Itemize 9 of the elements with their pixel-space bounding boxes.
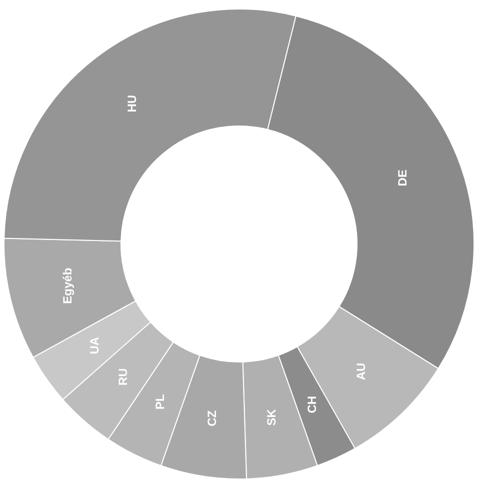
slice-label: RU [116,368,130,386]
slice-label: CZ [205,410,220,426]
slice-label: HU [125,94,140,112]
slice-label: AU [354,362,368,380]
slice-label: Egyéb [60,268,75,304]
slice-label: PL [152,394,167,410]
slice-label: SK [264,408,279,426]
slice-label: DE [396,170,410,186]
slice-label: CH [305,396,320,414]
